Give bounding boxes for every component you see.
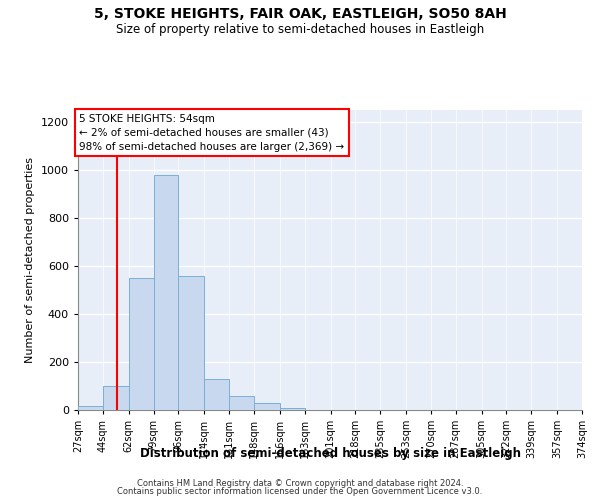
Text: Size of property relative to semi-detached houses in Eastleigh: Size of property relative to semi-detach… — [116, 22, 484, 36]
Bar — [280, 408, 305, 410]
Bar — [129, 278, 154, 410]
Bar — [103, 386, 129, 410]
Text: 5 STOKE HEIGHTS: 54sqm
← 2% of semi-detached houses are smaller (43)
98% of semi: 5 STOKE HEIGHTS: 54sqm ← 2% of semi-deta… — [79, 114, 344, 152]
Bar — [78, 406, 103, 410]
Bar — [229, 396, 254, 410]
Bar — [254, 404, 280, 410]
Text: Distribution of semi-detached houses by size in Eastleigh: Distribution of semi-detached houses by … — [139, 448, 521, 460]
Bar — [154, 175, 178, 410]
Text: 5, STOKE HEIGHTS, FAIR OAK, EASTLEIGH, SO50 8AH: 5, STOKE HEIGHTS, FAIR OAK, EASTLEIGH, S… — [94, 8, 506, 22]
Text: Contains public sector information licensed under the Open Government Licence v3: Contains public sector information licen… — [118, 487, 482, 496]
Bar — [178, 276, 205, 410]
Y-axis label: Number of semi-detached properties: Number of semi-detached properties — [25, 157, 35, 363]
Bar — [205, 379, 229, 410]
Text: Contains HM Land Registry data © Crown copyright and database right 2024.: Contains HM Land Registry data © Crown c… — [137, 478, 463, 488]
